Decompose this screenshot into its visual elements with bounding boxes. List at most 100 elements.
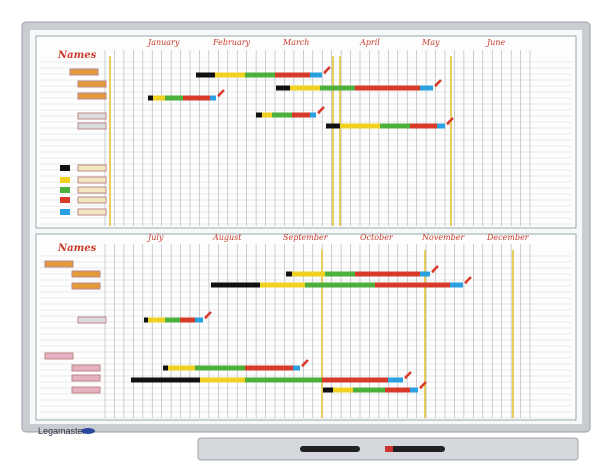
plan-strip bbox=[148, 95, 153, 101]
plan-strip bbox=[305, 282, 375, 288]
plan-strip bbox=[355, 271, 420, 277]
plan-strip bbox=[165, 317, 180, 323]
plan-strip bbox=[420, 85, 433, 91]
plan-strip bbox=[275, 72, 310, 78]
plan-strip bbox=[256, 112, 262, 118]
arrow-magnet bbox=[404, 371, 412, 380]
legend-swatch bbox=[60, 209, 70, 215]
arrow-magnet bbox=[217, 89, 225, 98]
month-label: July bbox=[146, 233, 164, 242]
arrow-magnet bbox=[204, 311, 212, 320]
plan-strip bbox=[286, 271, 292, 277]
name-card bbox=[77, 80, 107, 88]
plan-strip bbox=[292, 271, 325, 277]
plan-strip bbox=[276, 85, 290, 91]
plan-strip bbox=[437, 123, 445, 129]
plan-strip bbox=[163, 365, 168, 371]
plan-strip bbox=[292, 112, 310, 118]
plan-strip bbox=[260, 282, 305, 288]
legend-swatch bbox=[60, 165, 70, 171]
month-label: August bbox=[212, 233, 242, 242]
plan-strip bbox=[210, 95, 216, 101]
plan-strip bbox=[410, 387, 418, 393]
plan-strip bbox=[245, 365, 293, 371]
name-card bbox=[77, 316, 107, 324]
name-card bbox=[71, 364, 101, 372]
plan-strip bbox=[200, 377, 245, 383]
plan-strip bbox=[322, 377, 388, 383]
name-card bbox=[71, 270, 101, 278]
plan-strip bbox=[333, 387, 353, 393]
plan-strip bbox=[195, 365, 245, 371]
arrow-magnet bbox=[323, 66, 331, 75]
name-card bbox=[77, 164, 107, 172]
name-card bbox=[44, 352, 74, 360]
plan-strip bbox=[272, 112, 292, 118]
month-label: February bbox=[212, 38, 251, 47]
brand-mark bbox=[81, 428, 95, 434]
plan-strip bbox=[262, 112, 272, 118]
arrow-magnet bbox=[419, 381, 427, 390]
name-card bbox=[71, 282, 101, 290]
arrow-magnet bbox=[446, 117, 454, 126]
marker bbox=[385, 446, 445, 452]
plan-strip bbox=[144, 317, 148, 323]
legend-swatch bbox=[60, 187, 70, 193]
month-label: October bbox=[360, 233, 394, 242]
name-card bbox=[77, 112, 107, 120]
arrow-magnet bbox=[431, 265, 439, 274]
plan-strip bbox=[215, 72, 245, 78]
month-label: December bbox=[486, 233, 530, 242]
plan-strip bbox=[420, 271, 430, 277]
plan-strip bbox=[388, 377, 403, 383]
name-card bbox=[77, 186, 107, 194]
plan-strip bbox=[293, 365, 300, 371]
arrow-magnet bbox=[301, 359, 309, 368]
plan-strip bbox=[323, 387, 333, 393]
name-card bbox=[77, 176, 107, 184]
name-card bbox=[77, 92, 107, 100]
panel-bottom bbox=[35, 233, 577, 421]
plan-strip bbox=[353, 387, 385, 393]
legend-swatch bbox=[60, 197, 70, 203]
plan-strip bbox=[183, 95, 210, 101]
plan-strip bbox=[310, 112, 316, 118]
plan-strip bbox=[410, 123, 437, 129]
name-card bbox=[77, 196, 107, 204]
plan-strip bbox=[450, 282, 463, 288]
plan-strip bbox=[325, 271, 355, 277]
month-label: April bbox=[359, 38, 380, 47]
plan-strip bbox=[211, 282, 260, 288]
month-label: June bbox=[485, 38, 506, 47]
plan-strip bbox=[320, 85, 355, 91]
arrow-magnet bbox=[434, 79, 442, 88]
marker bbox=[300, 446, 360, 452]
plan-strip bbox=[385, 387, 410, 393]
names-heading: Names bbox=[57, 50, 97, 61]
marker-cap bbox=[385, 446, 393, 452]
plan-strip bbox=[326, 123, 340, 129]
plan-strip bbox=[153, 95, 165, 101]
name-card bbox=[44, 260, 74, 268]
name-card bbox=[71, 386, 101, 394]
plan-strip bbox=[195, 317, 203, 323]
names-heading: Names bbox=[57, 243, 97, 254]
month-label: January bbox=[146, 38, 180, 47]
name-card bbox=[69, 68, 99, 76]
plan-strip bbox=[168, 365, 195, 371]
legend-swatch bbox=[60, 177, 70, 183]
arrow-magnet bbox=[464, 276, 472, 285]
plan-strip bbox=[245, 377, 322, 383]
name-card bbox=[71, 374, 101, 382]
month-label: May bbox=[421, 38, 440, 47]
month-label: September bbox=[283, 233, 329, 242]
month-label: November bbox=[421, 233, 466, 242]
plan-strip bbox=[340, 123, 380, 129]
plan-strip bbox=[355, 85, 420, 91]
plan-strip bbox=[245, 72, 275, 78]
panel-top bbox=[35, 35, 577, 229]
name-card bbox=[77, 208, 107, 216]
plan-strip bbox=[196, 72, 215, 78]
plan-strip bbox=[165, 95, 183, 101]
